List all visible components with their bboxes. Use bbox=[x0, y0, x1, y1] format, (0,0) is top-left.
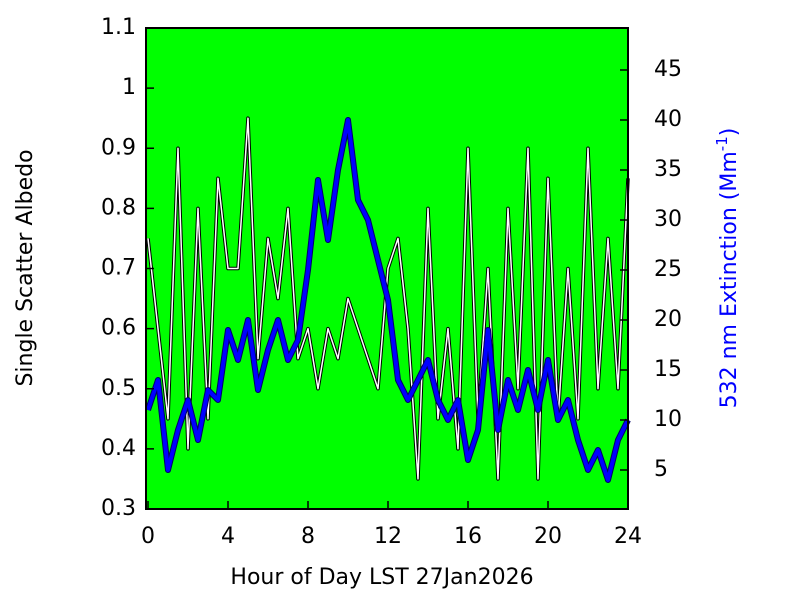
series-line bbox=[146, 118, 630, 482]
y2-tick-label: 45 bbox=[654, 57, 682, 82]
series-line bbox=[147, 117, 629, 480]
x-tick-label: 12 bbox=[374, 524, 402, 549]
y2-label-sup: -1 bbox=[713, 136, 731, 151]
x-tick-label: 0 bbox=[141, 524, 155, 549]
y-tick-label: 0.8 bbox=[101, 195, 136, 220]
x-tick-label: 16 bbox=[454, 524, 482, 549]
y-tick-label: 0.6 bbox=[101, 316, 136, 341]
y2-axis-label: 532 nm Extinction (Mm-1) bbox=[713, 128, 743, 409]
y-tick-label: 1 bbox=[122, 75, 136, 100]
y-tick-label: 0.9 bbox=[101, 135, 136, 160]
y-tick-label: 0.4 bbox=[101, 436, 136, 461]
x-tick-label: 4 bbox=[221, 524, 235, 549]
y2-tick-label: 15 bbox=[654, 357, 682, 382]
y-tick-label: 0.5 bbox=[101, 376, 136, 401]
y2-tick-label: 10 bbox=[654, 407, 682, 432]
y2-tick-label: 25 bbox=[654, 257, 682, 282]
y-tick-label: 0.3 bbox=[101, 496, 136, 521]
x-tick-label: 20 bbox=[534, 524, 562, 549]
y2-tick-label: 40 bbox=[654, 107, 682, 132]
y2-tick-label: 30 bbox=[654, 207, 682, 232]
x-axis-label: Hour of Day LST 27Jan2026 bbox=[230, 565, 533, 590]
y2-tick-label: 5 bbox=[654, 457, 668, 482]
x-tick-label: 8 bbox=[301, 524, 315, 549]
y2-tick-label: 35 bbox=[654, 157, 682, 182]
y-tick-label: 0.7 bbox=[101, 256, 136, 281]
y2-label-end: ) bbox=[717, 128, 742, 137]
y-axis-label: Single Scatter Albedo bbox=[13, 149, 38, 386]
y2-label-text: 532 nm Extinction (Mm bbox=[717, 151, 742, 408]
y2-tick-label: 20 bbox=[654, 307, 682, 332]
y-tick-label: 1.1 bbox=[101, 15, 136, 40]
x-tick-label: 24 bbox=[614, 524, 642, 549]
